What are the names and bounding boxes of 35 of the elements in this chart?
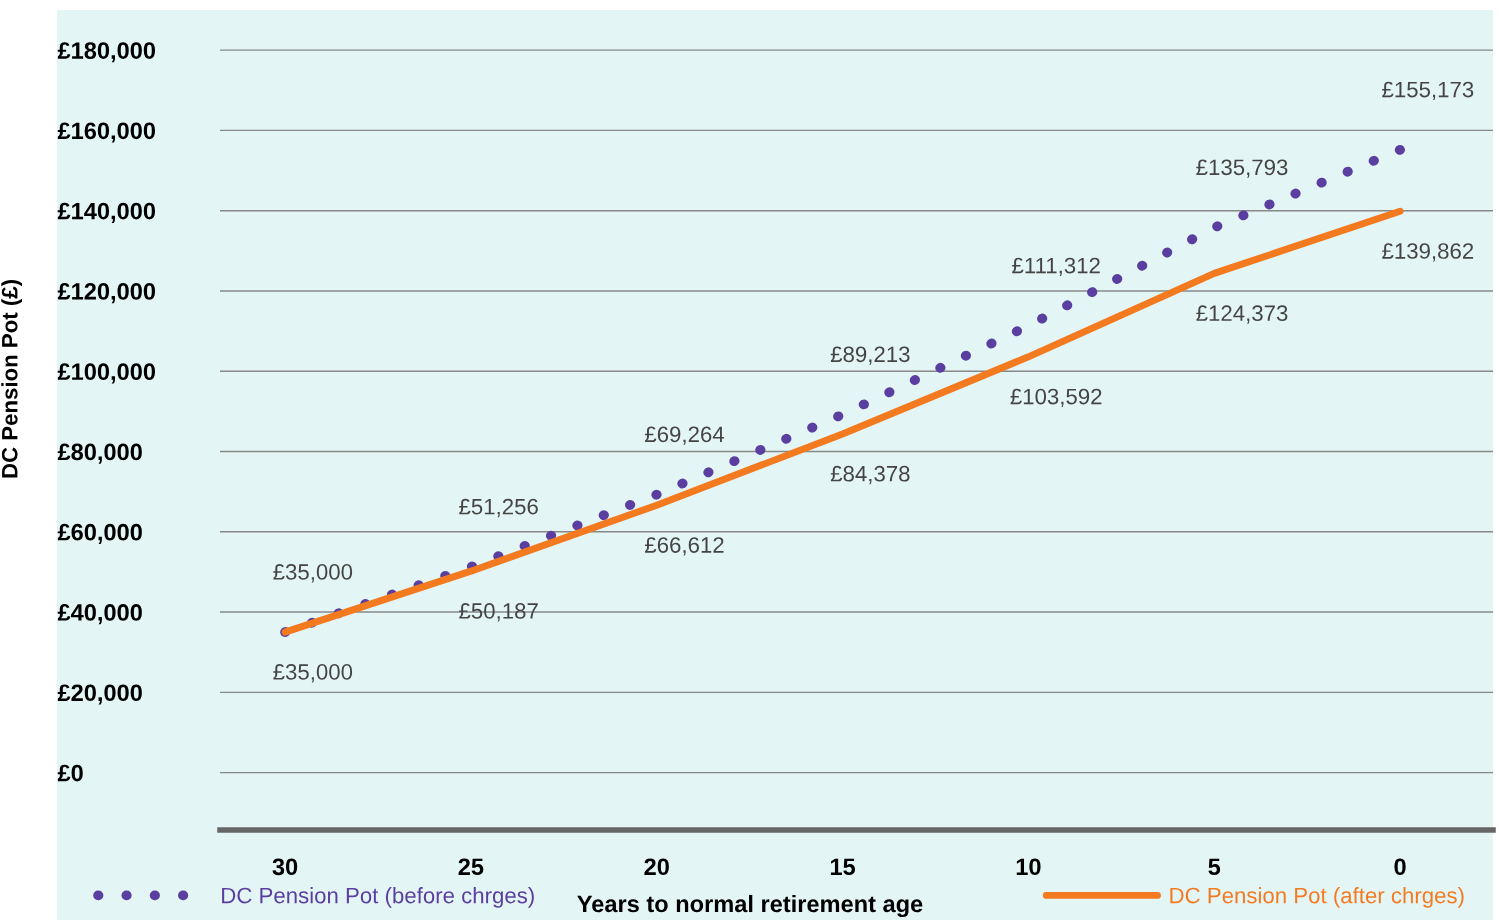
x-tick-label: 20: [644, 858, 669, 876]
text: DC Pension Pot (after chrges): [1170, 887, 1464, 908]
y-tick-label: £140,000: [57, 202, 156, 223]
data-label: £124,373: [1196, 305, 1288, 324]
data-label: £51,256: [459, 498, 538, 518]
data-label: £50,187: [459, 603, 538, 622]
data-label: £35,000: [273, 664, 353, 683]
data-label: £69,264: [644, 426, 725, 445]
y-tick-label: £120,000: [57, 283, 156, 304]
x-tick-label: 30: [272, 858, 298, 876]
x-tick-label: 5: [1208, 858, 1221, 876]
y-tick-label: £180,000: [57, 42, 156, 63]
data-label: £111,312: [1012, 257, 1100, 277]
y-tick-label: £0: [57, 764, 83, 782]
y-axis-title: DC Pension Pot (£): [1, 280, 22, 478]
y-tick-label: £20,000: [57, 684, 142, 705]
data-label: £155,173: [1382, 81, 1474, 101]
data-label: £84,378: [830, 465, 910, 485]
data-label: £35,000: [273, 564, 353, 583]
y-tick-label: £160,000: [57, 122, 156, 143]
data-label: £139,862: [1382, 243, 1474, 262]
data-label: £135,793: [1196, 159, 1288, 178]
text: DC Pension Pot (before chrges): [222, 887, 534, 908]
y-tick-label: £40,000: [57, 604, 142, 625]
data-label: £89,213: [830, 346, 910, 365]
x-tick-label: 15: [830, 858, 856, 876]
x-tick-label: 10: [1016, 858, 1041, 876]
x-tick-label: 25: [458, 858, 484, 876]
y-tick-label: £100,000: [57, 363, 156, 384]
y-tick-label: £80,000: [57, 443, 142, 464]
data-label: £103,592: [1010, 388, 1102, 408]
x-axis-title: Years to normal retirement age: [577, 894, 923, 918]
data-label: £66,612: [644, 537, 724, 556]
y-tick-label: £60,000: [57, 523, 142, 544]
x-tick-label: 0: [1394, 858, 1406, 876]
